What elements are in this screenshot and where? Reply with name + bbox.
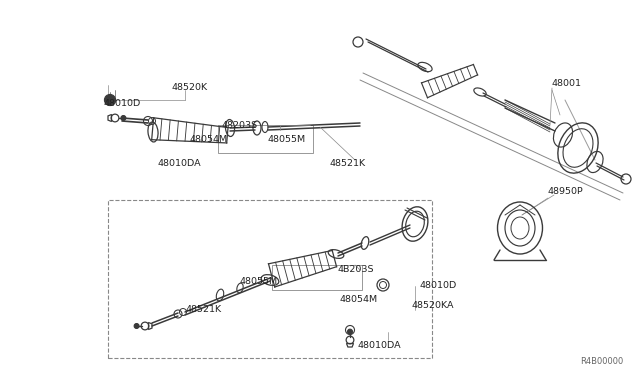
- Circle shape: [104, 94, 115, 106]
- Circle shape: [348, 329, 353, 334]
- Text: 48203S: 48203S: [222, 121, 258, 129]
- Text: 48010D: 48010D: [420, 280, 457, 289]
- Text: 48010DA: 48010DA: [358, 340, 402, 350]
- Text: 48055M: 48055M: [240, 278, 278, 286]
- Text: 48521K: 48521K: [330, 158, 366, 167]
- Text: 48055M: 48055M: [268, 135, 306, 144]
- Circle shape: [134, 324, 139, 328]
- Text: 48521K: 48521K: [186, 305, 222, 314]
- Text: 48950P: 48950P: [548, 187, 584, 196]
- Circle shape: [121, 116, 126, 121]
- Text: 48054M: 48054M: [190, 135, 228, 144]
- Text: 48010DA: 48010DA: [158, 158, 202, 167]
- Text: 4B203S: 4B203S: [338, 266, 374, 275]
- Text: 48010D: 48010D: [104, 99, 141, 108]
- Text: R4B00000: R4B00000: [580, 357, 623, 366]
- Text: 48520KA: 48520KA: [412, 301, 454, 310]
- Text: 48001: 48001: [552, 78, 582, 87]
- Text: 48520K: 48520K: [172, 83, 208, 93]
- Text: 48054M: 48054M: [340, 295, 378, 305]
